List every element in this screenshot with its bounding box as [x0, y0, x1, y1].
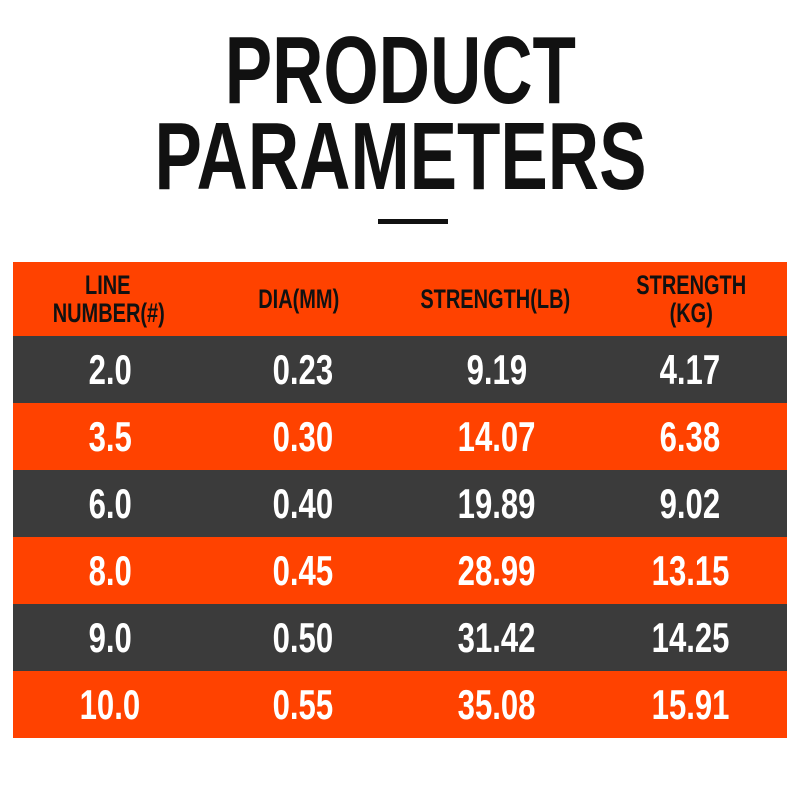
data-cell: 8.0 — [13, 547, 207, 595]
cell-text: 9.02 — [660, 479, 721, 527]
cell-text: 6.38 — [660, 412, 721, 460]
cell-text: 0.40 — [273, 479, 334, 527]
header-text: STRENGTH(LB) — [420, 284, 571, 314]
cell-text: 14.07 — [457, 412, 536, 460]
cell-text: 28.99 — [457, 546, 536, 594]
cell-text: 10.0 — [79, 680, 140, 728]
title: PRODUCT PARAMETERS — [0, 17, 800, 210]
cell-text: 9.0 — [88, 613, 132, 661]
data-cell: 6.38 — [594, 413, 788, 461]
cell-text: 6.0 — [88, 479, 132, 527]
data-cell: 9.19 — [400, 346, 594, 394]
data-cell: 3.5 — [13, 413, 207, 461]
cell-text: 0.50 — [273, 613, 334, 661]
title-line: PRODUCT — [0, 17, 800, 124]
cell-text: 9.19 — [466, 345, 527, 393]
header-line: DIA(MM) — [204, 285, 395, 313]
data-row: 8.0 0.45 28.99 13.15 — [13, 537, 787, 604]
data-cell: 0.55 — [207, 681, 401, 729]
header-text: DIA(MM) — [258, 284, 340, 314]
cell-text: 3.5 — [88, 412, 132, 460]
cell-text: 13.15 — [651, 546, 730, 594]
cell-text: 0.30 — [273, 412, 334, 460]
header-line: LINE — [13, 271, 204, 299]
data-cell: 10.0 — [13, 681, 207, 729]
cell-text: 4.17 — [660, 345, 721, 393]
header-cell: DIA(MM) — [204, 285, 395, 313]
data-cell: 31.42 — [400, 614, 594, 662]
header-line: STRENGTH(LB) — [394, 285, 596, 313]
header-text: STRENGTH — [636, 270, 747, 300]
header-text: NUMBER(#) — [52, 298, 165, 328]
cell-text: 31.42 — [457, 613, 536, 661]
header-line: (KG) — [596, 299, 787, 327]
data-cell: 0.23 — [207, 346, 401, 394]
data-cell: 14.25 — [594, 614, 788, 662]
data-cell: 0.40 — [207, 480, 401, 528]
title-line: PARAMETERS — [0, 103, 800, 210]
data-cell: 0.45 — [207, 547, 401, 595]
header-line: NUMBER(#) — [13, 299, 204, 327]
data-row: 2.0 0.23 9.19 4.17 — [13, 336, 787, 403]
data-row: 3.5 0.30 14.07 6.38 — [13, 403, 787, 470]
data-cell: 13.15 — [594, 547, 788, 595]
data-cell: 35.08 — [400, 681, 594, 729]
data-cell: 6.0 — [13, 480, 207, 528]
title-text: PARAMETERS — [153, 103, 647, 210]
data-cell: 15.91 — [594, 681, 788, 729]
data-cell: 0.30 — [207, 413, 401, 461]
header-line: STRENGTH — [596, 271, 787, 299]
cell-text: 0.55 — [273, 680, 334, 728]
data-cell: 28.99 — [400, 547, 594, 595]
cell-text: 0.45 — [273, 546, 334, 594]
data-cell: 4.17 — [594, 346, 788, 394]
header-row: LINE NUMBER(#) DIA(MM) STRENGTH(LB) STRENGTH… — [13, 262, 787, 336]
cell-text: 19.89 — [457, 479, 536, 527]
cell-text: 8.0 — [88, 546, 132, 594]
header-cell: STRENGTH (KG) — [596, 271, 787, 327]
data-cell: 14.07 — [400, 413, 594, 461]
data-cell: 19.89 — [400, 480, 594, 528]
data-cell: 0.50 — [207, 614, 401, 662]
header-cell: LINE NUMBER(#) — [13, 271, 204, 327]
cell-text: 14.25 — [651, 613, 730, 661]
data-cell: 2.0 — [13, 346, 207, 394]
cell-text: 15.91 — [651, 680, 730, 728]
data-row: 10.0 0.55 35.08 15.91 — [13, 671, 787, 738]
title-text: PRODUCT — [224, 17, 576, 124]
title-underline — [378, 219, 448, 224]
header-cell: STRENGTH(LB) — [394, 285, 596, 313]
data-row: 6.0 0.40 19.89 9.02 — [13, 470, 787, 537]
parameter-table: LINE NUMBER(#) DIA(MM) STRENGTH(LB) STRENGTH… — [13, 262, 787, 738]
cell-text: 0.23 — [273, 345, 334, 393]
header-text: (KG) — [670, 298, 714, 328]
data-row: 9.0 0.50 31.42 14.25 — [13, 604, 787, 671]
data-cell: 9.02 — [594, 480, 788, 528]
header-text: LINE — [85, 270, 132, 300]
data-cell: 9.0 — [13, 614, 207, 662]
cell-text: 2.0 — [88, 345, 132, 393]
cell-text: 35.08 — [457, 680, 536, 728]
